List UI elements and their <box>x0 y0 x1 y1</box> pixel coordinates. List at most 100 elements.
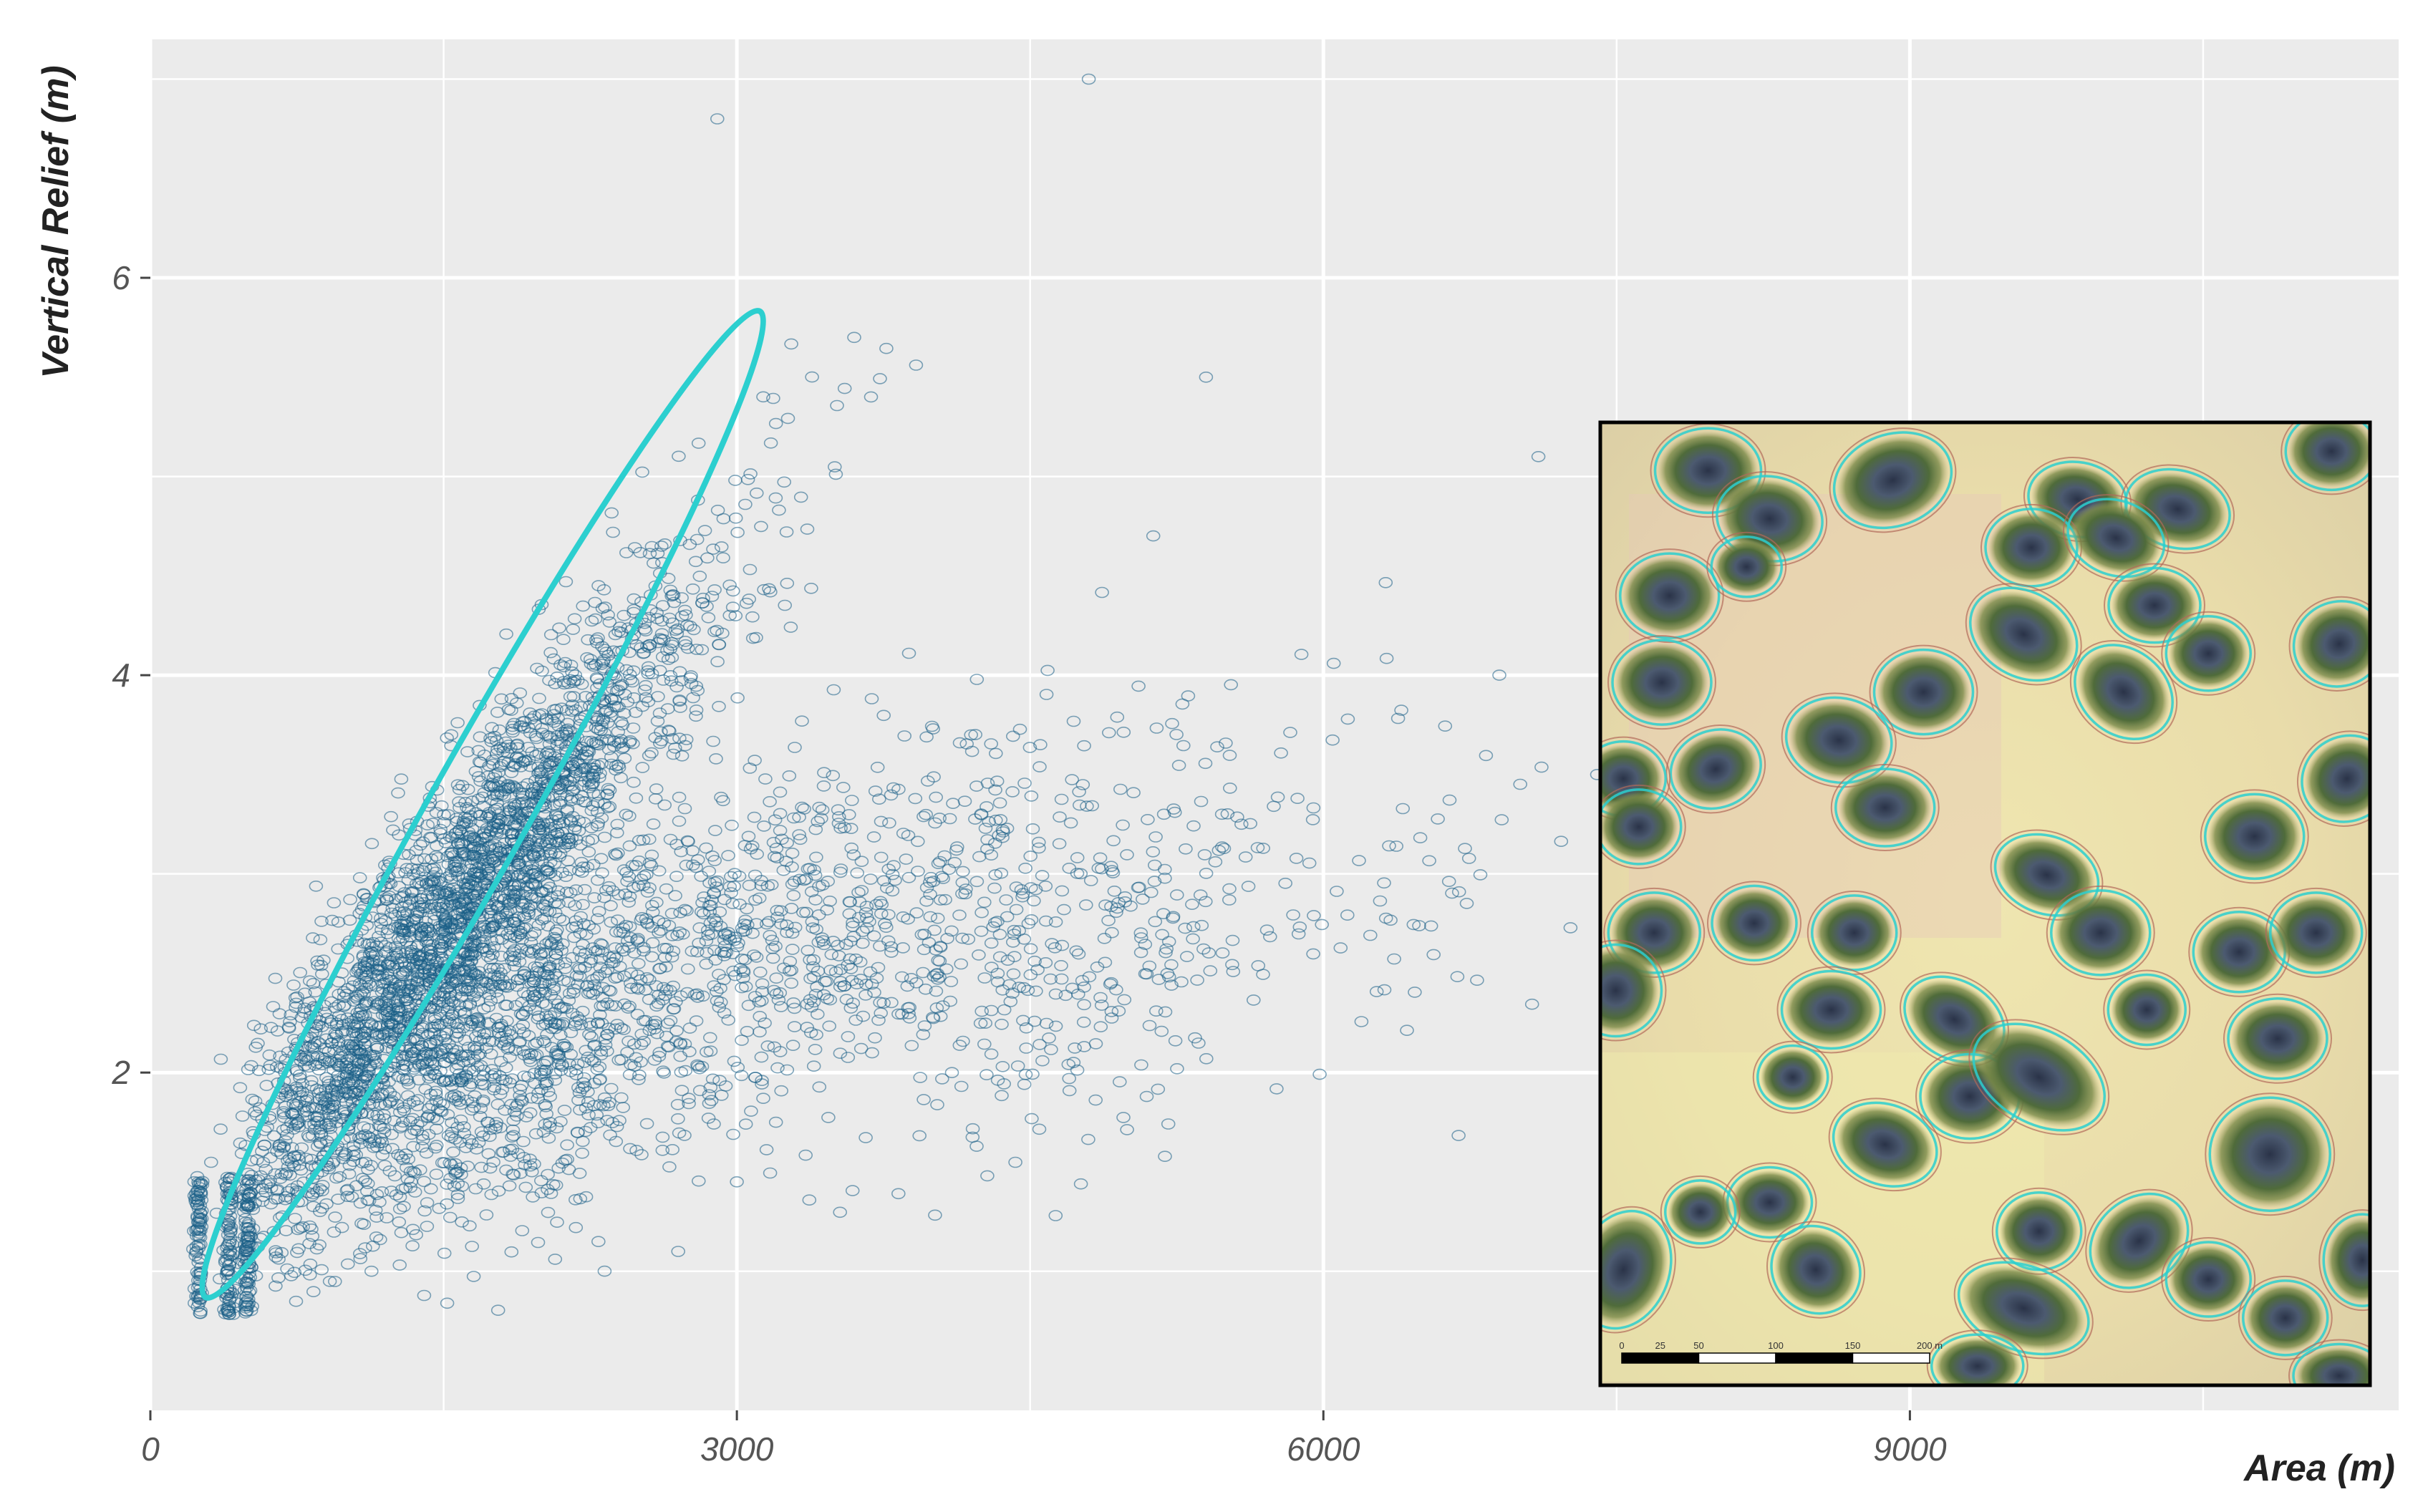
data-point <box>551 890 565 902</box>
data-point <box>494 693 509 705</box>
data-point <box>542 738 557 750</box>
data-point <box>639 692 653 704</box>
data-point <box>505 723 520 735</box>
data-point <box>460 813 475 824</box>
data-point <box>599 646 614 659</box>
data-point <box>382 994 397 1005</box>
data-point <box>688 556 703 568</box>
data-point <box>319 1096 334 1108</box>
data-point <box>405 1240 420 1251</box>
data-point <box>689 644 704 655</box>
data-point <box>513 687 528 699</box>
data-point <box>545 714 559 726</box>
data-point <box>491 780 506 792</box>
data-point <box>460 881 475 893</box>
data-point <box>427 862 441 874</box>
data-point <box>512 956 527 968</box>
data-point <box>677 803 692 815</box>
data-point <box>780 412 795 425</box>
data-point <box>650 715 665 727</box>
data-point <box>425 890 440 901</box>
data-point <box>785 944 800 955</box>
data-point <box>581 775 596 787</box>
data-point <box>268 972 283 984</box>
data-point <box>706 543 720 555</box>
data-point <box>660 644 674 656</box>
data-point <box>597 891 611 903</box>
data-point <box>496 746 511 757</box>
data-point <box>611 762 627 774</box>
data-point <box>569 704 584 716</box>
data-point <box>343 893 357 906</box>
data-point <box>563 691 578 702</box>
data-point <box>640 640 654 652</box>
data-point <box>513 761 528 772</box>
data-point <box>475 791 490 803</box>
data-point <box>452 796 466 808</box>
data-point <box>779 526 794 538</box>
data-point <box>359 999 374 1010</box>
data-point <box>543 646 558 659</box>
data-point <box>516 722 531 734</box>
data-point <box>571 793 586 805</box>
data-point <box>435 919 450 931</box>
data-point <box>738 498 753 510</box>
data-point <box>311 1019 326 1031</box>
data-point <box>306 932 320 944</box>
data-point <box>706 735 720 747</box>
data-point <box>614 626 629 639</box>
data-point <box>339 1148 353 1160</box>
data-point <box>528 775 543 786</box>
data-point <box>768 417 783 430</box>
data-point <box>641 661 656 673</box>
data-point <box>387 922 402 934</box>
data-point <box>428 1088 443 1100</box>
data-point <box>654 541 669 552</box>
data-point <box>438 1034 453 1045</box>
data-point <box>712 700 726 712</box>
data-point <box>376 904 391 916</box>
data-point <box>370 1109 384 1121</box>
data-point <box>415 880 429 891</box>
data-point <box>271 1272 286 1284</box>
data-point <box>523 936 538 949</box>
data-point <box>491 808 506 820</box>
data-point <box>263 1175 277 1186</box>
data-point <box>335 1146 349 1158</box>
data-point <box>668 624 683 636</box>
data-point <box>289 997 304 1009</box>
data-point <box>673 907 687 919</box>
data-point <box>284 1009 299 1021</box>
data-point <box>413 839 427 851</box>
data-point <box>721 1014 736 1026</box>
data-point <box>636 647 651 659</box>
data-point <box>604 758 619 770</box>
data-point <box>258 1163 274 1176</box>
data-point <box>462 830 477 843</box>
data-point <box>520 944 535 956</box>
data-point <box>409 845 424 856</box>
data-point <box>584 805 599 817</box>
data-point <box>444 729 459 741</box>
data-point <box>485 722 499 734</box>
data-point <box>483 810 498 823</box>
data-point <box>615 742 629 755</box>
data-point <box>432 944 447 955</box>
data-point <box>478 855 493 866</box>
data-point <box>546 709 561 721</box>
data-point <box>573 758 588 770</box>
data-point <box>594 735 609 746</box>
data-point <box>679 609 693 621</box>
data-point <box>897 730 911 742</box>
data-point <box>352 872 367 883</box>
data-point <box>315 1052 330 1064</box>
data-point <box>687 624 701 636</box>
data-point <box>686 692 700 704</box>
data-point <box>319 1118 334 1130</box>
data-point <box>484 794 499 806</box>
data-point <box>372 955 387 966</box>
data-point <box>271 1253 286 1265</box>
data-point <box>377 1004 392 1015</box>
data-point <box>373 912 388 924</box>
